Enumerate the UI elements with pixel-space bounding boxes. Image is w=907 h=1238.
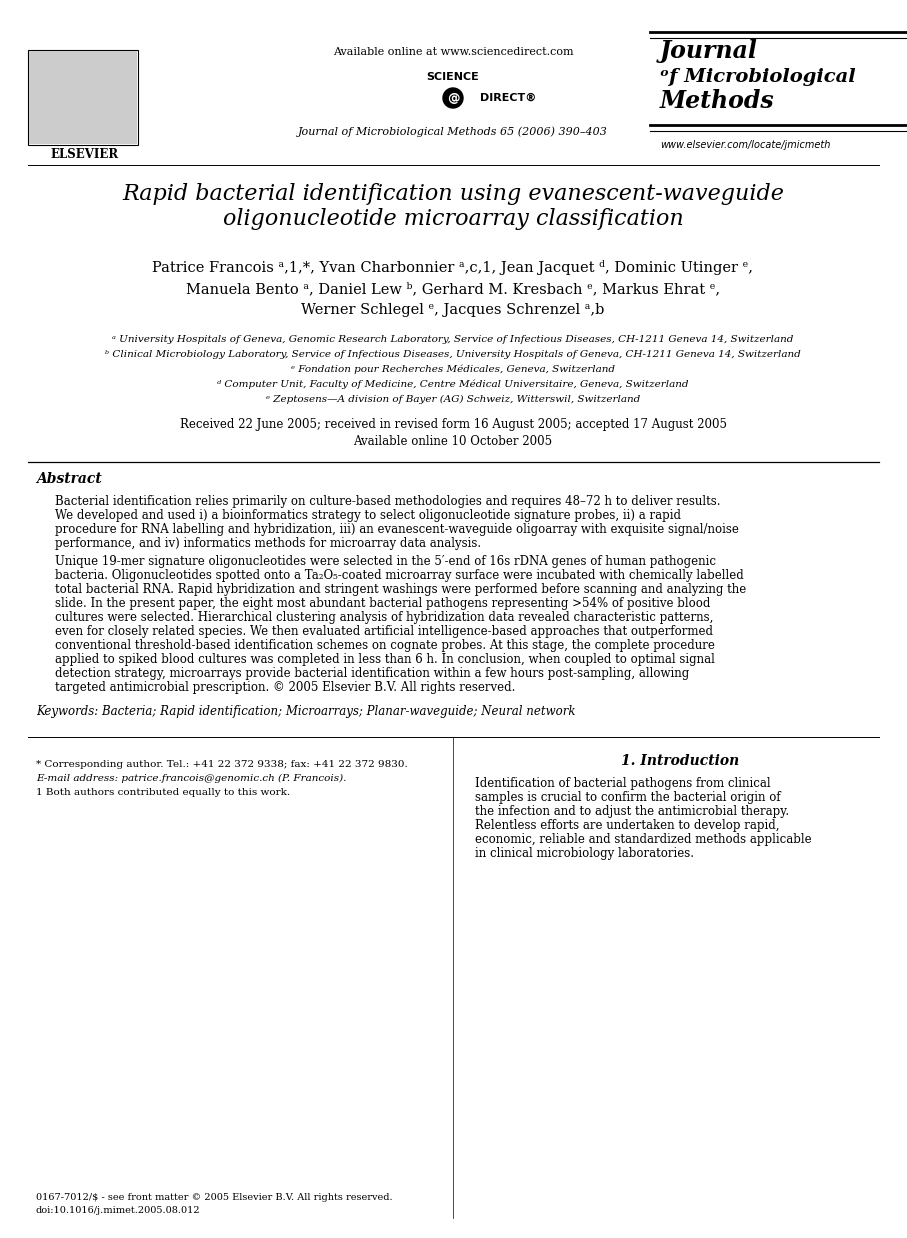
Circle shape: [443, 88, 463, 108]
Text: DIRECT®: DIRECT®: [480, 93, 536, 103]
Text: ᵒf Microbiological: ᵒf Microbiological: [660, 68, 855, 85]
Text: targeted antimicrobial prescription. © 2005 Elsevier B.V. All rights reserved.: targeted antimicrobial prescription. © 2…: [55, 681, 515, 695]
Text: @: @: [447, 92, 459, 104]
Text: * Corresponding author. Tel.: +41 22 372 9338; fax: +41 22 372 9830.: * Corresponding author. Tel.: +41 22 372…: [36, 760, 408, 769]
Text: oligonucleotide microarray classification: oligonucleotide microarray classificatio…: [222, 208, 683, 230]
Text: SCIENCE: SCIENCE: [426, 72, 480, 82]
Text: Abstract: Abstract: [36, 472, 102, 487]
Text: slide. In the present paper, the eight most abundant bacterial pathogens represe: slide. In the present paper, the eight m…: [55, 597, 710, 610]
Text: Werner Schlegel ᵉ, Jacques Schrenzel ᵃ,b: Werner Schlegel ᵉ, Jacques Schrenzel ᵃ,b: [301, 303, 605, 317]
Text: applied to spiked blood cultures was completed in less than 6 h. In conclusion, : applied to spiked blood cultures was com…: [55, 652, 715, 666]
Text: conventional threshold-based identification schemes on cognate probes. At this s: conventional threshold-based identificat…: [55, 639, 715, 652]
Text: 0167-7012/$ - see front matter © 2005 Elsevier B.V. All rights reserved.: 0167-7012/$ - see front matter © 2005 El…: [36, 1193, 393, 1202]
Text: Relentless efforts are undertaken to develop rapid,: Relentless efforts are undertaken to dev…: [475, 820, 779, 832]
Text: bacteria. Oligonucleotides spotted onto a Ta₂O₅-coated microarray surface were i: bacteria. Oligonucleotides spotted onto …: [55, 569, 744, 582]
Text: the infection and to adjust the antimicrobial therapy.: the infection and to adjust the antimicr…: [475, 805, 789, 818]
Text: Journal of Microbiological Methods 65 (2006) 390–403: Journal of Microbiological Methods 65 (2…: [298, 126, 608, 137]
Text: ELSEVIER: ELSEVIER: [50, 149, 118, 161]
Text: samples is crucial to confirm the bacterial origin of: samples is crucial to confirm the bacter…: [475, 791, 781, 803]
Text: Available online at www.sciencedirect.com: Available online at www.sciencedirect.co…: [333, 47, 573, 57]
Text: Journal: Journal: [660, 40, 758, 63]
Text: ᵈ Computer Unit, Faculty of Medicine, Centre Médical Universitaire, Geneva, Swit: ᵈ Computer Unit, Faculty of Medicine, Ce…: [218, 380, 688, 389]
Text: economic, reliable and standardized methods applicable: economic, reliable and standardized meth…: [475, 833, 812, 846]
Text: We developed and used i) a bioinformatics strategy to select oligonucleotide sig: We developed and used i) a bioinformatic…: [55, 509, 681, 522]
Text: performance, and iv) informatics methods for microarray data analysis.: performance, and iv) informatics methods…: [55, 537, 481, 550]
Bar: [29, 51, 137, 144]
Text: cultures were selected. Hierarchical clustering analysis of hybridization data r: cultures were selected. Hierarchical clu…: [55, 612, 714, 624]
Text: 1 Both authors contributed equally to this work.: 1 Both authors contributed equally to th…: [36, 789, 290, 797]
Text: 1. Introduction: 1. Introduction: [621, 754, 739, 768]
Text: procedure for RNA labelling and hybridization, iii) an evanescent-waveguide olig: procedure for RNA labelling and hybridiz…: [55, 522, 739, 536]
Text: Rapid bacterial identification using evanescent-waveguide: Rapid bacterial identification using eva…: [122, 183, 784, 206]
Text: www.elsevier.com/locate/jmicmeth: www.elsevier.com/locate/jmicmeth: [660, 140, 831, 150]
Text: Received 22 June 2005; received in revised form 16 August 2005; accepted 17 Augu: Received 22 June 2005; received in revis…: [180, 418, 727, 431]
Text: doi:10.1016/j.mimet.2005.08.012: doi:10.1016/j.mimet.2005.08.012: [36, 1206, 200, 1214]
Text: in clinical microbiology laboratories.: in clinical microbiology laboratories.: [475, 847, 694, 860]
Text: ᵉ Zeptosens—A division of Bayer (AG) Schweiz, Witterswil, Switzerland: ᵉ Zeptosens—A division of Bayer (AG) Sch…: [266, 395, 640, 404]
Text: Keywords: Bacteria; Rapid identification; Microarrays; Planar-waveguide; Neural : Keywords: Bacteria; Rapid identification…: [36, 704, 576, 718]
Text: detection strategy, microarrays provide bacterial identification within a few ho: detection strategy, microarrays provide …: [55, 667, 689, 680]
Text: E-mail address: patrice.francois@genomic.ch (P. Francois).: E-mail address: patrice.francois@genomic…: [36, 774, 346, 782]
Text: ᵉ Fondation pour Recherches Médicales, Geneva, Switzerland: ᵉ Fondation pour Recherches Médicales, G…: [291, 364, 615, 374]
Text: ᵃ University Hospitals of Geneva, Genomic Research Laboratory, Service of Infect: ᵃ University Hospitals of Geneva, Genomi…: [112, 335, 794, 344]
Text: Identification of bacterial pathogens from clinical: Identification of bacterial pathogens fr…: [475, 777, 771, 790]
Text: total bacterial RNA. Rapid hybridization and stringent washings were performed b: total bacterial RNA. Rapid hybridization…: [55, 583, 746, 595]
Text: Methods: Methods: [660, 89, 775, 113]
Text: Manuela Bento ᵃ, Daniel Lew ᵇ, Gerhard M. Kresbach ᵉ, Markus Ehrat ᵉ,: Manuela Bento ᵃ, Daniel Lew ᵇ, Gerhard M…: [186, 282, 720, 296]
Text: Bacterial identification relies primarily on culture-based methodologies and req: Bacterial identification relies primaril…: [55, 495, 720, 508]
Text: even for closely related species. We then evaluated artificial intelligence-base: even for closely related species. We the…: [55, 625, 713, 638]
Text: Available online 10 October 2005: Available online 10 October 2005: [354, 435, 552, 448]
Text: ᵇ Clinical Microbiology Laboratory, Service of Infectious Diseases, University H: ᵇ Clinical Microbiology Laboratory, Serv…: [105, 350, 801, 359]
Text: Unique 19-mer signature oligonucleotides were selected in the 5′-end of 16s rDNA: Unique 19-mer signature oligonucleotides…: [55, 555, 716, 568]
Bar: [28, 50, 138, 145]
Text: Patrice Francois ᵃ,1,*, Yvan Charbonnier ᵃ,c,1, Jean Jacquet ᵈ, Dominic Utinger : Patrice Francois ᵃ,1,*, Yvan Charbonnier…: [152, 260, 754, 275]
